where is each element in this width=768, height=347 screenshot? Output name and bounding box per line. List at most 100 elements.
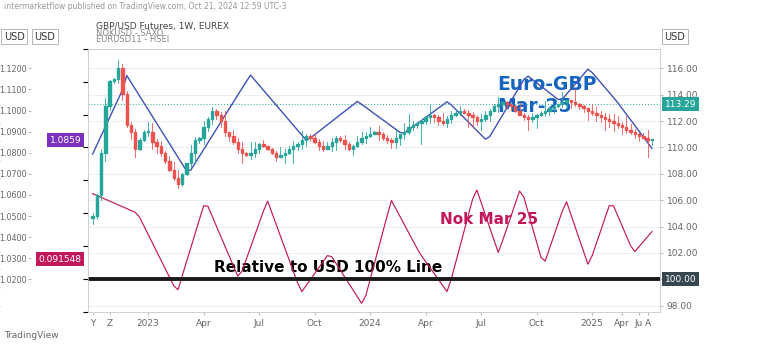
Bar <box>565 100 568 102</box>
Text: USD: USD <box>664 32 685 42</box>
Bar <box>100 153 102 195</box>
Bar <box>160 146 162 153</box>
Bar <box>403 132 406 134</box>
Bar <box>151 132 154 142</box>
Bar <box>292 146 294 149</box>
Bar <box>488 111 491 115</box>
Bar <box>557 104 559 106</box>
Text: 113.29: 113.29 <box>664 100 696 109</box>
Bar <box>647 138 649 140</box>
Bar <box>164 153 167 161</box>
Bar <box>638 134 641 136</box>
Bar <box>365 136 367 138</box>
Bar <box>190 153 192 163</box>
Bar <box>271 149 273 153</box>
Bar <box>343 140 346 144</box>
Bar <box>117 68 119 79</box>
Bar <box>147 131 149 132</box>
Bar <box>591 111 594 113</box>
Bar <box>445 119 449 123</box>
Bar <box>425 117 427 121</box>
Bar <box>173 170 175 178</box>
Bar <box>600 115 602 117</box>
Bar <box>113 79 115 81</box>
Text: GBP/USD Futures, 1W, EUREX: GBP/USD Futures, 1W, EUREX <box>96 23 229 32</box>
Bar <box>630 129 632 132</box>
Bar <box>313 138 316 142</box>
Bar <box>514 106 516 111</box>
Bar <box>595 113 598 115</box>
Bar <box>540 113 542 115</box>
Bar <box>220 115 222 121</box>
Text: TradingView: TradingView <box>4 331 58 340</box>
Bar <box>310 136 312 138</box>
Bar <box>399 134 401 138</box>
Bar <box>104 106 107 153</box>
Bar <box>386 138 389 140</box>
Bar <box>442 121 444 123</box>
Bar <box>241 149 243 153</box>
Bar <box>203 127 205 138</box>
Text: Euro-GBP
Mar-25: Euro-GBP Mar-25 <box>498 75 597 116</box>
Bar <box>587 109 589 111</box>
Bar <box>510 104 512 106</box>
Bar <box>472 115 474 117</box>
Bar <box>544 111 546 113</box>
Bar <box>237 142 239 149</box>
Bar <box>505 102 508 104</box>
Bar <box>194 140 197 153</box>
Bar <box>185 163 187 174</box>
Bar <box>339 138 342 140</box>
Bar <box>143 132 145 140</box>
Bar <box>642 136 644 138</box>
Bar <box>373 132 376 134</box>
Bar <box>407 127 410 132</box>
Bar <box>138 140 141 149</box>
Text: NOKUSD - SAXO: NOKUSD - SAXO <box>96 29 164 39</box>
Text: Nok Mar 25: Nok Mar 25 <box>440 212 538 227</box>
Bar <box>574 102 576 104</box>
Text: intermarketflow published on TradingView.com, Oct 21, 2024 12:59 UTC-3: intermarketflow published on TradingView… <box>4 2 286 11</box>
Bar <box>134 132 137 149</box>
Text: 100.00: 100.00 <box>664 275 697 284</box>
Bar <box>621 125 623 127</box>
Bar <box>650 139 653 140</box>
Bar <box>395 138 397 142</box>
Bar <box>437 117 439 121</box>
Bar <box>130 125 132 132</box>
Bar <box>250 153 252 155</box>
Bar <box>420 121 422 123</box>
Bar <box>266 146 269 149</box>
Bar <box>96 195 98 216</box>
Bar <box>177 178 179 184</box>
Bar <box>280 155 282 157</box>
Bar <box>296 144 299 146</box>
Bar <box>369 134 371 136</box>
Bar <box>356 142 359 146</box>
Bar <box>485 115 487 119</box>
Bar <box>535 115 538 117</box>
Bar <box>223 121 226 132</box>
Bar <box>429 115 431 117</box>
Bar <box>318 142 320 146</box>
Bar <box>233 136 235 142</box>
Bar <box>275 153 277 157</box>
Bar <box>108 81 111 106</box>
Bar <box>561 102 564 104</box>
Bar <box>198 138 200 140</box>
Bar <box>467 113 469 115</box>
Bar <box>228 132 230 136</box>
Bar <box>463 111 465 113</box>
Bar <box>245 153 247 155</box>
Bar <box>300 140 303 144</box>
Bar <box>305 136 307 140</box>
Bar <box>168 161 170 170</box>
Bar <box>121 68 124 94</box>
Bar <box>604 117 606 119</box>
Text: EURUSD11 - HSEI: EURUSD11 - HSEI <box>96 35 169 44</box>
Bar <box>617 123 619 125</box>
Bar <box>523 115 525 117</box>
Bar <box>253 149 256 153</box>
Bar <box>330 142 333 146</box>
Bar <box>625 127 627 129</box>
